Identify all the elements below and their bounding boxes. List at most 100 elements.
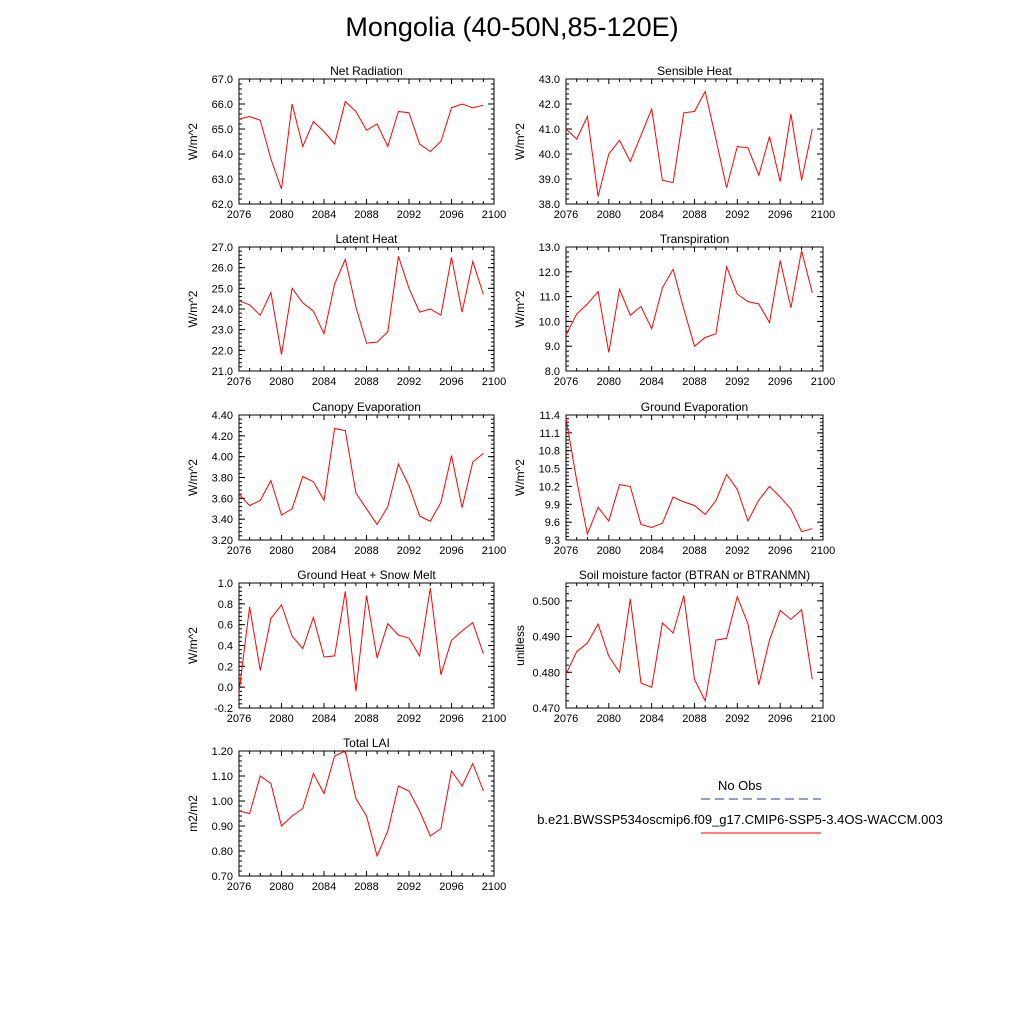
y-tick-label: 3.40 bbox=[212, 514, 233, 526]
y-tick-label: 3.80 bbox=[212, 473, 233, 485]
y-tick-label: 25.0 bbox=[212, 283, 233, 295]
series-line bbox=[565, 594, 813, 703]
series-line bbox=[238, 427, 484, 526]
series-line bbox=[565, 250, 813, 353]
y-tick-label: 62.0 bbox=[212, 199, 233, 211]
x-tick-label: 2076 bbox=[554, 209, 578, 221]
y-tick-label: 0.80 bbox=[212, 846, 233, 858]
plot-frame bbox=[238, 246, 495, 372]
x-tick-label: 2100 bbox=[482, 881, 506, 893]
x-tick-label: 2088 bbox=[354, 376, 378, 388]
x-tick-label: 2080 bbox=[269, 713, 293, 725]
x-tick-label: 2084 bbox=[312, 545, 336, 557]
x-tick-label: 2092 bbox=[397, 713, 421, 725]
series-line bbox=[238, 750, 484, 858]
series-line bbox=[238, 256, 484, 355]
y-tick-label: 0.4 bbox=[218, 641, 233, 653]
panel-soil-moisture-factor-btran-or-btranmn: Soil moisture factor (BTRAN or BTRANMN) 2… bbox=[513, 568, 835, 725]
x-tick-label: 2092 bbox=[725, 376, 749, 388]
panel-title: Net Radiation bbox=[330, 64, 403, 78]
y-tick-label: 9.3 bbox=[545, 535, 560, 547]
panel-title: Total LAI bbox=[343, 736, 390, 750]
y-tick-label: 8.0 bbox=[545, 366, 560, 378]
y-tick-label: 22.0 bbox=[212, 345, 233, 357]
x-tick-label: 2084 bbox=[639, 713, 663, 725]
plot-frame bbox=[565, 78, 824, 205]
y-tick-label: 9.6 bbox=[545, 517, 560, 529]
x-tick-label: 2076 bbox=[554, 713, 578, 725]
x-tick-label: 2096 bbox=[439, 376, 463, 388]
y-tick-label: 0.70 bbox=[212, 871, 233, 883]
y-tick-label: 11.0 bbox=[539, 292, 560, 304]
x-tick-label: 2100 bbox=[811, 545, 835, 557]
panel-ground-evaporation: Ground Evaporation 2076 2080 2084 2088 2092 20… bbox=[513, 400, 835, 557]
x-tick-label: 2080 bbox=[269, 545, 293, 557]
x-tick-label: 2092 bbox=[725, 209, 749, 221]
y-tick-label: 38.0 bbox=[539, 199, 560, 211]
x-tick-label: 2076 bbox=[554, 376, 578, 388]
y-tick-label: 4.40 bbox=[212, 410, 233, 422]
x-tick-label: 2096 bbox=[439, 881, 463, 893]
x-tick-label: 2088 bbox=[682, 545, 706, 557]
x-tick-label: 2080 bbox=[597, 376, 621, 388]
legend-obs-line bbox=[701, 798, 821, 800]
y-axis-label: W/m^2 bbox=[186, 123, 200, 160]
y-tick-label: 66.0 bbox=[212, 99, 233, 111]
x-tick-label: 2076 bbox=[227, 209, 251, 221]
x-tick-label: 2096 bbox=[439, 713, 463, 725]
x-tick-label: 2084 bbox=[639, 545, 663, 557]
x-tick-label: 2080 bbox=[269, 209, 293, 221]
series-line bbox=[238, 588, 484, 693]
x-tick-label: 2092 bbox=[397, 376, 421, 388]
plot-frame bbox=[565, 582, 824, 709]
x-tick-label: 2096 bbox=[768, 376, 792, 388]
x-tick-label: 2092 bbox=[397, 545, 421, 557]
panel-title: Sensible Heat bbox=[657, 64, 732, 78]
y-axis-label: W/m^2 bbox=[186, 627, 200, 664]
panel-title: Canopy Evaporation bbox=[312, 400, 421, 414]
x-tick-label: 2076 bbox=[227, 713, 251, 725]
x-tick-label: 2080 bbox=[597, 545, 621, 557]
series-line bbox=[238, 100, 484, 190]
y-tick-label: 12.0 bbox=[539, 267, 560, 279]
x-tick-label: 2092 bbox=[725, 713, 749, 725]
panel-title: Ground Heat + Snow Melt bbox=[297, 568, 436, 582]
x-tick-label: 2088 bbox=[682, 713, 706, 725]
panel-canopy-evaporation: Canopy Evaporation 2076 2080 2084 2088 2092 20… bbox=[186, 400, 506, 557]
y-axis-label: unitless bbox=[513, 625, 527, 666]
x-tick-label: 2084 bbox=[639, 376, 663, 388]
x-tick-label: 2084 bbox=[312, 713, 336, 725]
x-tick-label: 2100 bbox=[482, 209, 506, 221]
y-tick-label: 24.0 bbox=[212, 304, 233, 316]
x-tick-label: 2096 bbox=[439, 545, 463, 557]
y-tick-label: 9.9 bbox=[545, 499, 560, 511]
x-tick-label: 2088 bbox=[682, 376, 706, 388]
y-tick-label: 3.60 bbox=[212, 493, 233, 505]
y-tick-label: 9.0 bbox=[545, 341, 560, 353]
x-tick-label: 2088 bbox=[354, 881, 378, 893]
y-tick-label: 0.6 bbox=[218, 620, 233, 632]
plot-frame bbox=[238, 750, 495, 877]
x-tick-label: 2100 bbox=[482, 376, 506, 388]
y-tick-label: 10.5 bbox=[539, 464, 560, 476]
y-axis-label: W/m^2 bbox=[186, 459, 200, 496]
panel-sensible-heat: Sensible Heat 2076 2080 2084 2088 2092 2096 210… bbox=[513, 64, 835, 221]
x-tick-label: 2088 bbox=[682, 209, 706, 221]
y-tick-label: 67.0 bbox=[212, 74, 233, 86]
panel-latent-heat: Latent Heat 2076 2080 2084 2088 2092 2096 2100 2… bbox=[186, 232, 506, 388]
y-tick-label: 10.8 bbox=[539, 446, 560, 458]
y-tick-label: 63.0 bbox=[212, 174, 233, 186]
panel-title: Ground Evaporation bbox=[641, 400, 748, 414]
x-tick-label: 2096 bbox=[768, 545, 792, 557]
x-tick-label: 2100 bbox=[811, 376, 835, 388]
panel-ground-heat-snow-melt: Ground Heat + Snow Melt 2076 2080 2084 2088 2… bbox=[186, 568, 506, 725]
y-tick-label: 0.480 bbox=[532, 667, 560, 679]
x-tick-label: 2076 bbox=[554, 545, 578, 557]
y-tick-label: 11.1 bbox=[539, 428, 560, 440]
y-tick-label: 1.0 bbox=[218, 578, 233, 590]
y-axis-label: W/m^2 bbox=[513, 459, 527, 496]
legend-model-line bbox=[701, 832, 821, 834]
figure-title: Mongolia (40-50N,85-120E) bbox=[345, 12, 679, 42]
y-tick-label: 40.0 bbox=[539, 149, 560, 161]
panel-transpiration: Transpiration 2076 2080 2084 2088 2092 2096 210… bbox=[513, 232, 835, 388]
